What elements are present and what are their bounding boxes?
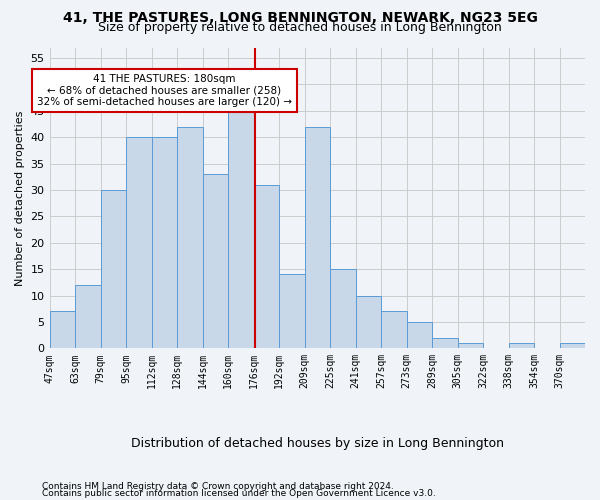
Bar — [330, 269, 356, 348]
Bar — [203, 174, 228, 348]
Bar — [458, 343, 483, 348]
Bar — [101, 190, 126, 348]
Bar — [228, 106, 254, 348]
Bar — [407, 322, 432, 348]
Bar — [509, 343, 534, 348]
Bar — [381, 312, 407, 348]
Bar — [279, 274, 305, 348]
Bar — [356, 296, 381, 348]
Text: 41, THE PASTURES, LONG BENNINGTON, NEWARK, NG23 5EG: 41, THE PASTURES, LONG BENNINGTON, NEWAR… — [62, 11, 538, 25]
Bar — [152, 137, 177, 348]
Text: 41 THE PASTURES: 180sqm
← 68% of detached houses are smaller (258)
32% of semi-d: 41 THE PASTURES: 180sqm ← 68% of detache… — [37, 74, 292, 107]
Bar — [254, 184, 279, 348]
X-axis label: Distribution of detached houses by size in Long Bennington: Distribution of detached houses by size … — [131, 437, 504, 450]
Text: Contains public sector information licensed under the Open Government Licence v3: Contains public sector information licen… — [42, 488, 436, 498]
Bar — [432, 338, 458, 348]
Bar — [126, 137, 152, 348]
Bar — [305, 126, 330, 348]
Text: Contains HM Land Registry data © Crown copyright and database right 2024.: Contains HM Land Registry data © Crown c… — [42, 482, 394, 491]
Text: Size of property relative to detached houses in Long Bennington: Size of property relative to detached ho… — [98, 21, 502, 34]
Bar — [50, 312, 75, 348]
Y-axis label: Number of detached properties: Number of detached properties — [15, 110, 25, 286]
Bar — [177, 126, 203, 348]
Bar — [75, 285, 101, 348]
Bar — [560, 343, 585, 348]
